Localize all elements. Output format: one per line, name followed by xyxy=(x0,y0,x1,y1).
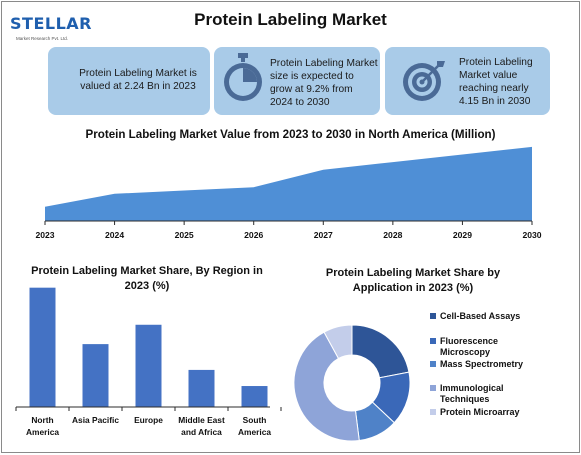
area-chart-title: Protein Labeling Market Value from 2023 … xyxy=(85,128,496,141)
logo-text: STELLAR xyxy=(10,14,92,33)
legend-item: Mass Spectrometry xyxy=(430,359,540,370)
legend-swatch xyxy=(430,338,436,344)
area-x-tick-label: 2029 xyxy=(452,230,472,240)
info-card-forecast-text: Protein Labeling Market value reaching n… xyxy=(459,57,533,107)
bar-category-label: Europe xyxy=(134,415,163,425)
bar xyxy=(188,369,215,407)
donut-slice xyxy=(323,324,353,360)
info-card-valuation-text: Protein Labeling Market is valued at 2.2… xyxy=(79,68,197,92)
info-card-growth: Protein Labeling Market size is expected… xyxy=(214,47,380,115)
bar xyxy=(241,386,268,407)
area-x-tick-label: 2027 xyxy=(313,230,333,240)
info-card-growth-text: Protein Labeling Market size is expected… xyxy=(270,58,378,108)
legend-swatch xyxy=(430,313,436,319)
legend-item: Immunological Techniques xyxy=(430,383,540,405)
legend-label: Fluorescence Microscopy xyxy=(440,336,499,357)
bar-chart-title: Protein Labeling Market Share, By Region… xyxy=(31,265,263,292)
bar-category-label: South America xyxy=(237,415,272,437)
bar xyxy=(135,324,162,407)
legend-label: Protein Microarray xyxy=(440,407,520,417)
page-title: Protein Labeling Market xyxy=(194,10,387,29)
legend-item: Fluorescence Microscopy xyxy=(430,336,540,358)
area-x-tick-label: 2030 xyxy=(522,230,542,240)
legend-swatch xyxy=(430,361,436,367)
legend-swatch xyxy=(430,409,436,415)
legend-label: Immunological Techniques xyxy=(440,383,504,404)
info-card-valuation: Protein Labeling Market is valued at 2.2… xyxy=(48,47,210,115)
donut-slice xyxy=(293,331,360,442)
info-card-forecast: Protein Labeling Market value reaching n… xyxy=(385,47,550,115)
stopwatch-icon xyxy=(224,53,262,101)
stellar-logo: STELLAR Market Research Pvt. Ltd. xyxy=(8,8,91,48)
target-icon xyxy=(403,61,445,101)
area-x-tick-label: 2028 xyxy=(383,230,403,240)
pie-chart-title: Protein Labeling Market Share by Applica… xyxy=(325,267,501,294)
logo-subtext: Market Research Pvt. Ltd. xyxy=(16,36,69,41)
area-x-tick-label: 2025 xyxy=(174,230,194,240)
area-x-tick-label: 2024 xyxy=(105,230,125,240)
bar xyxy=(29,287,56,407)
legend-swatch xyxy=(430,385,436,391)
area-x-tick-label: 2023 xyxy=(35,230,55,240)
legend-item: Cell-Based Assays xyxy=(430,311,540,322)
bar-category-label: Asia Pacific xyxy=(71,415,120,425)
donut-slice xyxy=(351,324,410,379)
area-series xyxy=(45,146,532,221)
legend-item: Protein Microarray xyxy=(430,407,540,418)
legend-label: Cell-Based Assays xyxy=(440,311,521,321)
bar-category-label: Middle East and Africa xyxy=(178,415,225,437)
legend-label: Mass Spectrometry xyxy=(440,359,524,369)
area-x-tick-label: 2026 xyxy=(244,230,264,240)
bar-category-label: North America xyxy=(25,415,60,437)
bar xyxy=(82,344,109,407)
